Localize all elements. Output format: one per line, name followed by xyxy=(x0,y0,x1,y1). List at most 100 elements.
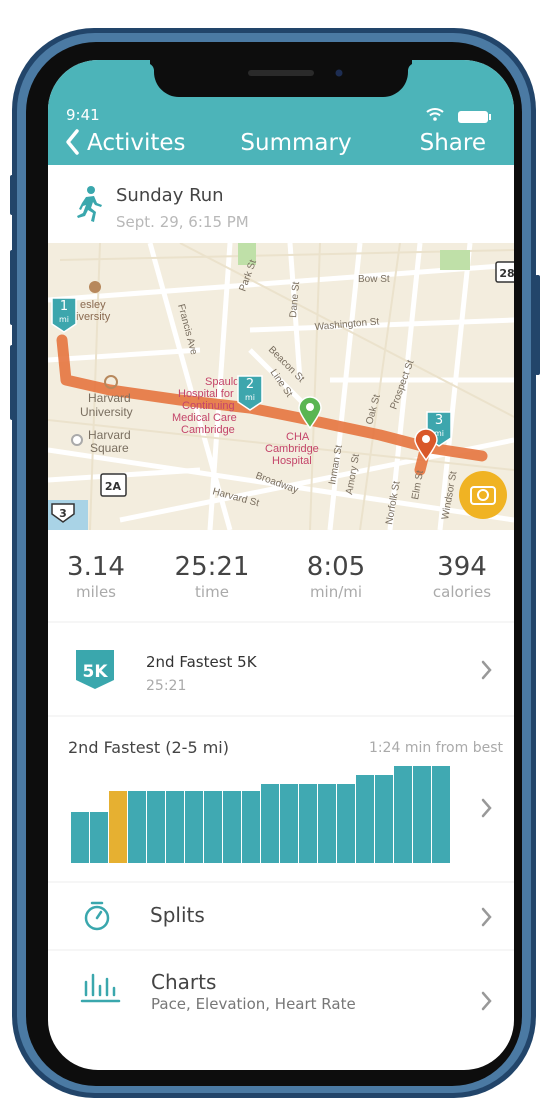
bar xyxy=(394,766,412,863)
poi-label: Continuing xyxy=(182,400,235,412)
menu-label[interactable]: Charts xyxy=(151,970,216,994)
stat-unit: time xyxy=(195,583,229,601)
place-label: Harvard xyxy=(88,428,131,442)
camera-icon xyxy=(470,486,496,505)
side-button xyxy=(10,175,15,215)
chevron[interactable] xyxy=(481,798,492,818)
mile-unit: mi xyxy=(59,315,69,324)
menu-subtitle: Pace, Elevation, Heart Rate xyxy=(151,995,356,1013)
nav-title: Summary xyxy=(240,130,351,156)
street-label: Elm St xyxy=(410,469,426,500)
stat-unit: miles xyxy=(76,583,116,601)
screen: Bow St Washington St Park St Dane St Bea… xyxy=(48,60,514,1070)
back-button[interactable]: Activites xyxy=(87,130,186,156)
back-chevron[interactable] xyxy=(66,129,79,155)
place-label: Harvard xyxy=(88,391,131,405)
screen-bg xyxy=(48,60,514,1070)
wifi-icon xyxy=(433,117,437,121)
mile-marker: 2 mi xyxy=(237,375,263,411)
bar xyxy=(109,791,127,863)
poi-icon xyxy=(71,434,83,446)
poi-label: CHA xyxy=(286,431,310,443)
dividers xyxy=(48,621,514,951)
stat-value: 25:21 xyxy=(175,552,250,582)
runner-icon xyxy=(77,186,102,222)
achievement-subtitle: 25:21 xyxy=(146,678,186,694)
bar xyxy=(280,784,298,863)
bar xyxy=(432,766,450,863)
bar xyxy=(166,791,184,863)
bar xyxy=(242,791,260,863)
bar xyxy=(128,791,146,863)
speaker xyxy=(248,70,314,76)
chevron[interactable] xyxy=(481,660,492,680)
wifi-icon xyxy=(426,108,444,117)
activity-name: Sunday Run xyxy=(116,185,224,206)
camera xyxy=(335,69,343,77)
notch xyxy=(150,58,412,97)
bar xyxy=(90,812,108,863)
park xyxy=(238,243,256,265)
comparison-title: 2nd Fastest (2-5 mi) xyxy=(68,738,229,757)
bar xyxy=(223,791,241,863)
splits-icon xyxy=(84,901,110,931)
activity-date: Sept. 29, 6:15 PM xyxy=(116,213,249,231)
route-badge-label: 28 xyxy=(499,267,514,280)
bar xyxy=(185,791,203,863)
charts-icon xyxy=(80,973,121,1003)
mile-number: 3 xyxy=(435,413,443,428)
side-button xyxy=(10,345,15,420)
comparison-note: 1:24 min from best xyxy=(369,740,504,756)
chevron[interactable] xyxy=(481,991,492,1011)
poi-label: iversity xyxy=(76,311,111,323)
park xyxy=(440,250,470,270)
bar xyxy=(71,812,89,863)
bar xyxy=(337,784,355,863)
route-badge xyxy=(51,503,75,523)
stat-unit: min/mi xyxy=(310,583,362,601)
poi-label: esley xyxy=(80,299,106,311)
achievement-title: 2nd Fastest 5K xyxy=(146,653,258,671)
poi-icon xyxy=(104,375,118,389)
poi-label: Medical Care xyxy=(172,412,237,424)
end-pin-dot xyxy=(422,435,430,443)
route-badge xyxy=(495,261,514,283)
battery-icon xyxy=(489,114,491,120)
mile-number: 2 xyxy=(246,377,254,392)
place-label: Square xyxy=(90,441,129,455)
bar xyxy=(413,766,431,863)
bar xyxy=(375,775,393,863)
battery-icon xyxy=(458,111,488,123)
menu-label[interactable]: Splits xyxy=(150,903,205,927)
route-badge-label: 2A xyxy=(105,480,122,493)
side-button xyxy=(10,250,15,325)
start-pin-dot xyxy=(306,403,314,411)
stat-value: 394 xyxy=(437,552,487,582)
bar xyxy=(147,791,165,863)
route-badge-label: 3 xyxy=(59,507,67,520)
camera-icon xyxy=(477,489,489,501)
poi-label: Hospital for xyxy=(178,388,234,400)
poi-label: Hospital xyxy=(272,455,312,467)
street-label: Bow St xyxy=(358,274,390,285)
mile-unit: mi xyxy=(245,393,255,402)
roads xyxy=(48,243,514,530)
status-time: 9:41 xyxy=(66,106,100,124)
mile-number: 1 xyxy=(60,299,68,314)
stat-value: 3.14 xyxy=(67,552,125,582)
bar xyxy=(318,784,336,863)
poi-icon xyxy=(89,281,101,293)
badge-label: 5K xyxy=(82,662,108,682)
bar-chart xyxy=(71,766,450,863)
chevron[interactable] xyxy=(481,907,492,927)
bar xyxy=(356,775,374,863)
map: Bow St Washington St Park St Dane St Bea… xyxy=(48,243,514,530)
share-button[interactable]: Share xyxy=(420,130,486,156)
side-button xyxy=(535,275,540,375)
camera-button[interactable] xyxy=(459,471,507,519)
bar xyxy=(261,784,279,863)
route-badge xyxy=(100,473,127,497)
place-label: University xyxy=(80,405,133,419)
